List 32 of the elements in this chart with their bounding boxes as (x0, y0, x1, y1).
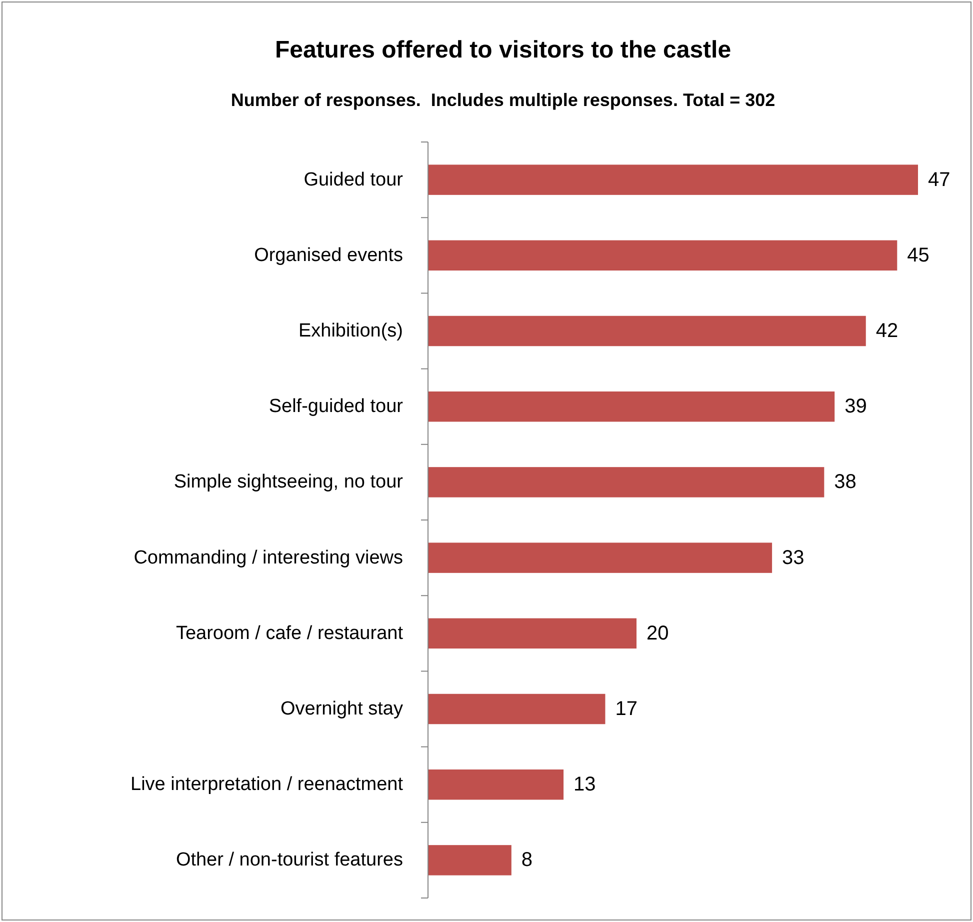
y-tick-label: Exhibition(s) (298, 320, 403, 342)
y-tick-label: Simple sightseeing, no tour (174, 472, 404, 493)
bar (428, 316, 866, 346)
data-label: 42 (876, 320, 898, 342)
data-label: 8 (521, 849, 533, 872)
y-tick-label: Other / non-tourist features (176, 850, 403, 871)
data-label: 47 (928, 168, 950, 191)
data-label: 17 (615, 698, 638, 720)
y-tick-label: Guided tour (304, 169, 404, 190)
y-tick-label: Organised events (254, 244, 403, 266)
data-label: 13 (574, 774, 596, 796)
data-label: 20 (646, 622, 669, 644)
bar (428, 618, 637, 649)
bar (428, 845, 512, 876)
y-tick-label: Tearoom / cafe / restaurant (176, 622, 404, 644)
data-label: 45 (907, 244, 930, 266)
chart-subtitle: Number of responses. Includes multiple responses. Total = 302 (230, 90, 776, 110)
bar (428, 240, 898, 271)
y-tick-label: Overnight stay (280, 698, 404, 720)
bar (428, 694, 606, 724)
y-tick-label: Live interpretation / reenactment (130, 774, 404, 796)
data-label: 39 (844, 396, 867, 418)
data-label: 33 (782, 546, 804, 569)
data-label: 38 (834, 471, 856, 494)
bar (428, 542, 772, 573)
y-tick-label: Self-guided tour (268, 396, 404, 418)
bar (428, 391, 835, 422)
bar (428, 769, 564, 800)
bar (428, 164, 918, 195)
bar (428, 467, 824, 498)
chart-title: Features offered to visitors to the castle (274, 36, 732, 64)
y-tick-label: Commanding / interesting views (134, 547, 403, 568)
